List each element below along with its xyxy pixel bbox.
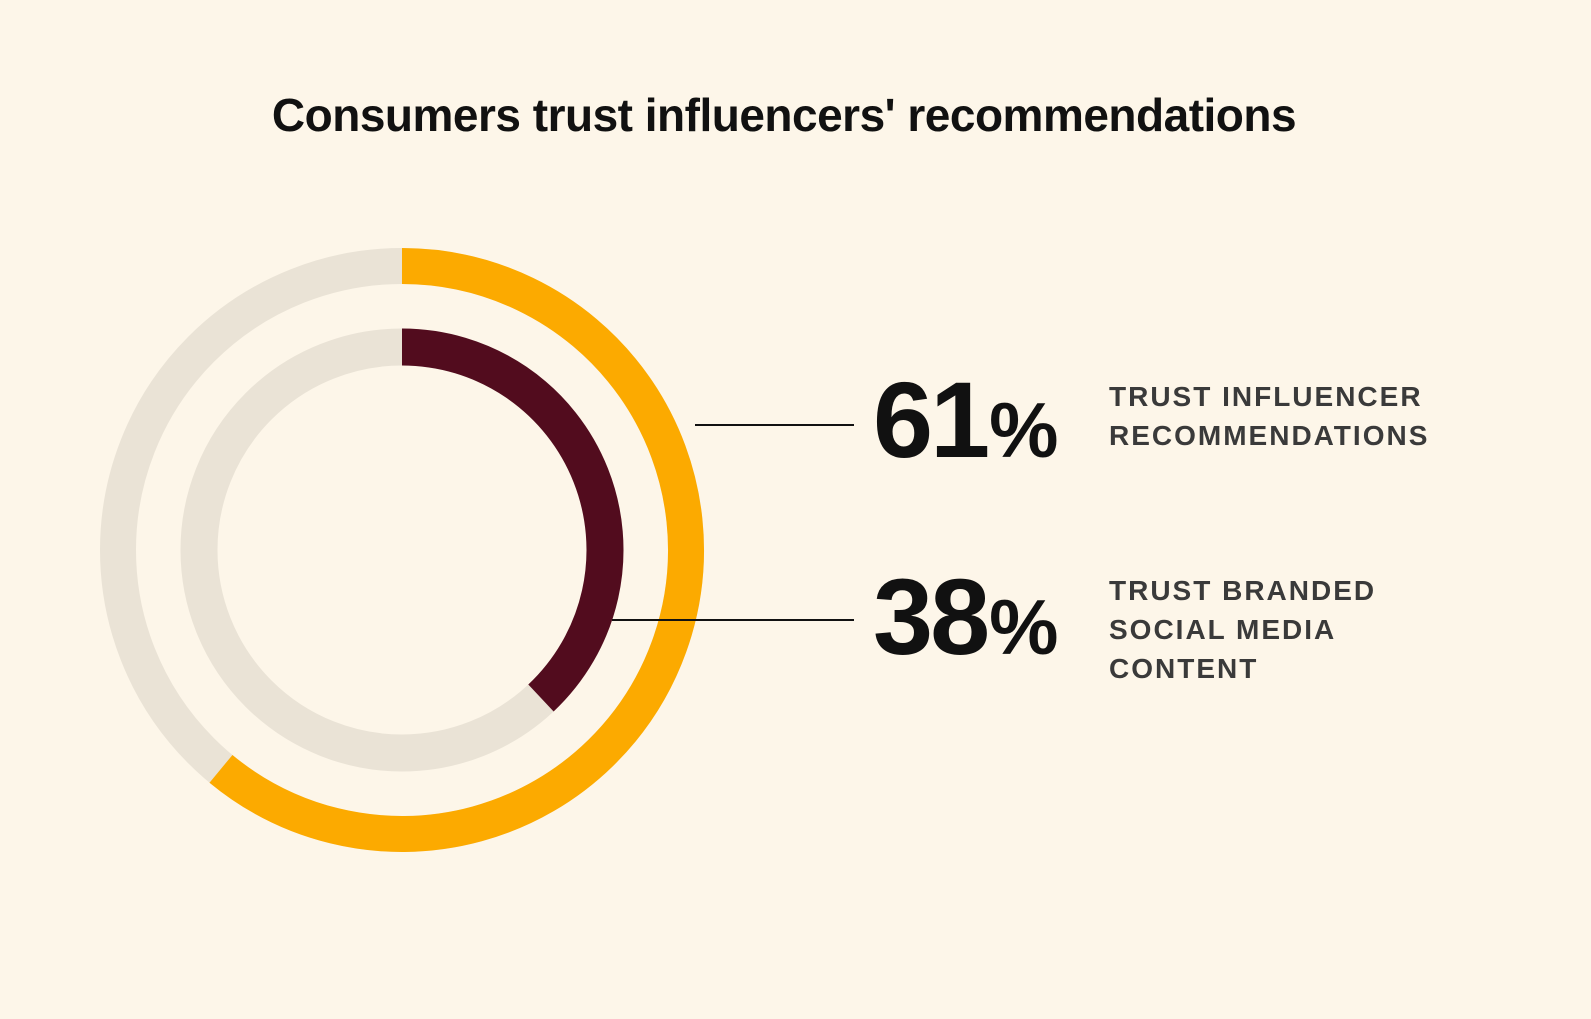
branded-label: TRUST BRANDED SOCIAL MEDIA CONTENT [1109, 571, 1376, 688]
branded-label-line-3: CONTENT [1109, 653, 1259, 684]
influencer-label-line-2: RECOMMENDATIONS [1109, 420, 1430, 451]
branded-label-line-2: SOCIAL MEDIA [1109, 614, 1337, 645]
influencer-percentage: 61% [873, 366, 1059, 474]
influencer-unit: % [989, 386, 1059, 474]
branded-label-line-1: TRUST BRANDED [1109, 575, 1377, 606]
branded-unit: % [989, 583, 1059, 671]
influencer-value: 61 [873, 359, 990, 480]
outer-ring-value-arc [209, 248, 704, 852]
inner-ring-value-arc [401, 328, 624, 712]
branded-value: 38 [873, 556, 990, 677]
influencer-label-line-1: TRUST INFLUENCER [1109, 381, 1423, 412]
branded-percentage: 38% [873, 563, 1059, 671]
influencer-label: TRUST INFLUENCER RECOMMENDATIONS [1109, 377, 1429, 455]
chart-title: Consumers trust influencers' recommendat… [271, 89, 1297, 141]
